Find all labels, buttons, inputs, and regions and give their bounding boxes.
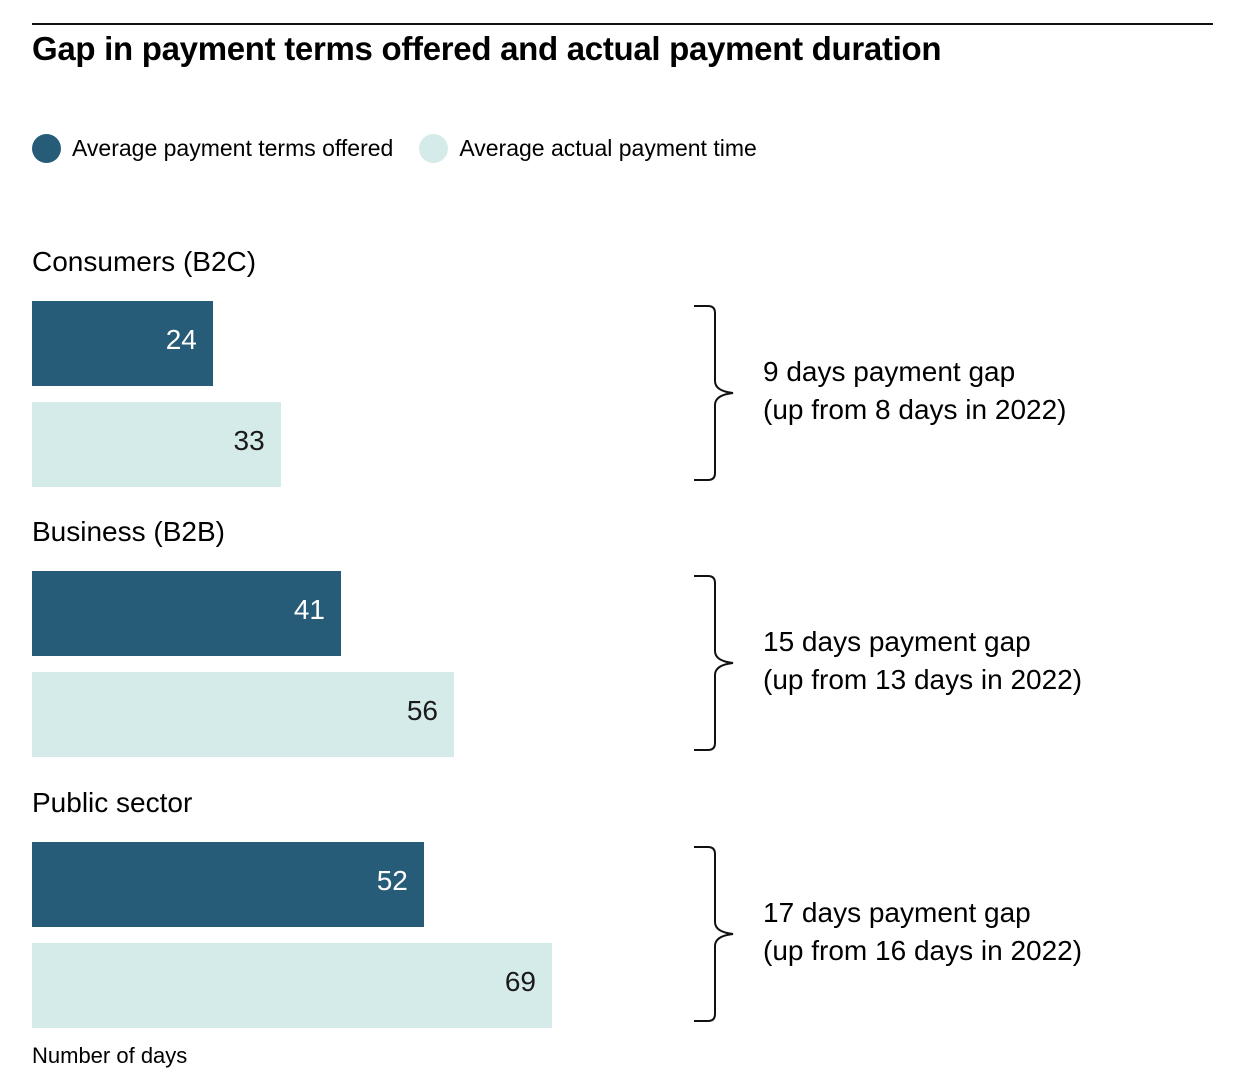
legend-swatch-terms-offered: [32, 134, 61, 163]
gap-annotation-line2: (up from 13 days in 2022): [763, 664, 1083, 695]
gap-annotation-line1: 9 days payment gap: [763, 356, 1016, 387]
bar-value-label: 56: [406, 695, 439, 726]
category-label-public-sector: Public sector: [32, 787, 193, 818]
gap-annotation: 15 days payment gap (up from 13 days in 2…: [763, 623, 1082, 699]
gap-annotation: 9 days payment gap (up from 8 days in 202…: [763, 353, 1067, 429]
gap-annotation-line2: (up from 16 days in 2022): [763, 935, 1083, 966]
gap-annotation-line2: (up from 8 days in 2022): [763, 394, 1067, 425]
legend-swatch-actual-time: [419, 134, 449, 163]
bar-value-label: 69: [504, 966, 536, 997]
top-rule: [32, 23, 1213, 25]
chart-title: Gap in payment terms offered and actual …: [32, 30, 942, 67]
legend-item-actual-time: Average actual payment time: [419, 134, 757, 163]
bar-value-label: 24: [165, 324, 197, 355]
bracket-icon: [694, 305, 734, 481]
bar-public-sector-actual-time: [32, 943, 552, 1028]
bracket-icon: [694, 575, 734, 751]
bar-business-b2b-terms-offered: [32, 571, 341, 656]
bracket-icon: [694, 846, 734, 1022]
category-label-consumers-b2c: Consumers (B2C): [32, 246, 257, 277]
bar-value-label: 41: [293, 594, 325, 625]
bar-public-sector-terms-offered: [32, 842, 424, 927]
bar-consumers-b2c-actual-time: [32, 402, 281, 487]
category-label-business-b2b: Business (B2B): [32, 516, 225, 547]
legend-label-actual-time: Average actual payment time: [459, 135, 757, 161]
legend-label-terms-offered: Average payment terms offered: [72, 135, 394, 161]
bar-value-label: 33: [233, 425, 265, 456]
gap-annotation: 17 days payment gap (up from 16 days in 2…: [763, 894, 1082, 970]
legend-item-terms-offered: Average payment terms offered: [32, 134, 393, 163]
gap-annotation-line1: 15 days payment gap: [763, 626, 1031, 657]
x-axis-label: Number of days: [32, 1043, 188, 1068]
bar-consumers-b2c-terms-offered: [32, 301, 213, 386]
legend: Average payment terms offered Average ac…: [32, 134, 783, 163]
bar-business-b2b-actual-time: [32, 672, 455, 757]
bar-value-label: 52: [376, 865, 408, 896]
gap-annotation-line1: 17 days payment gap: [763, 897, 1031, 928]
